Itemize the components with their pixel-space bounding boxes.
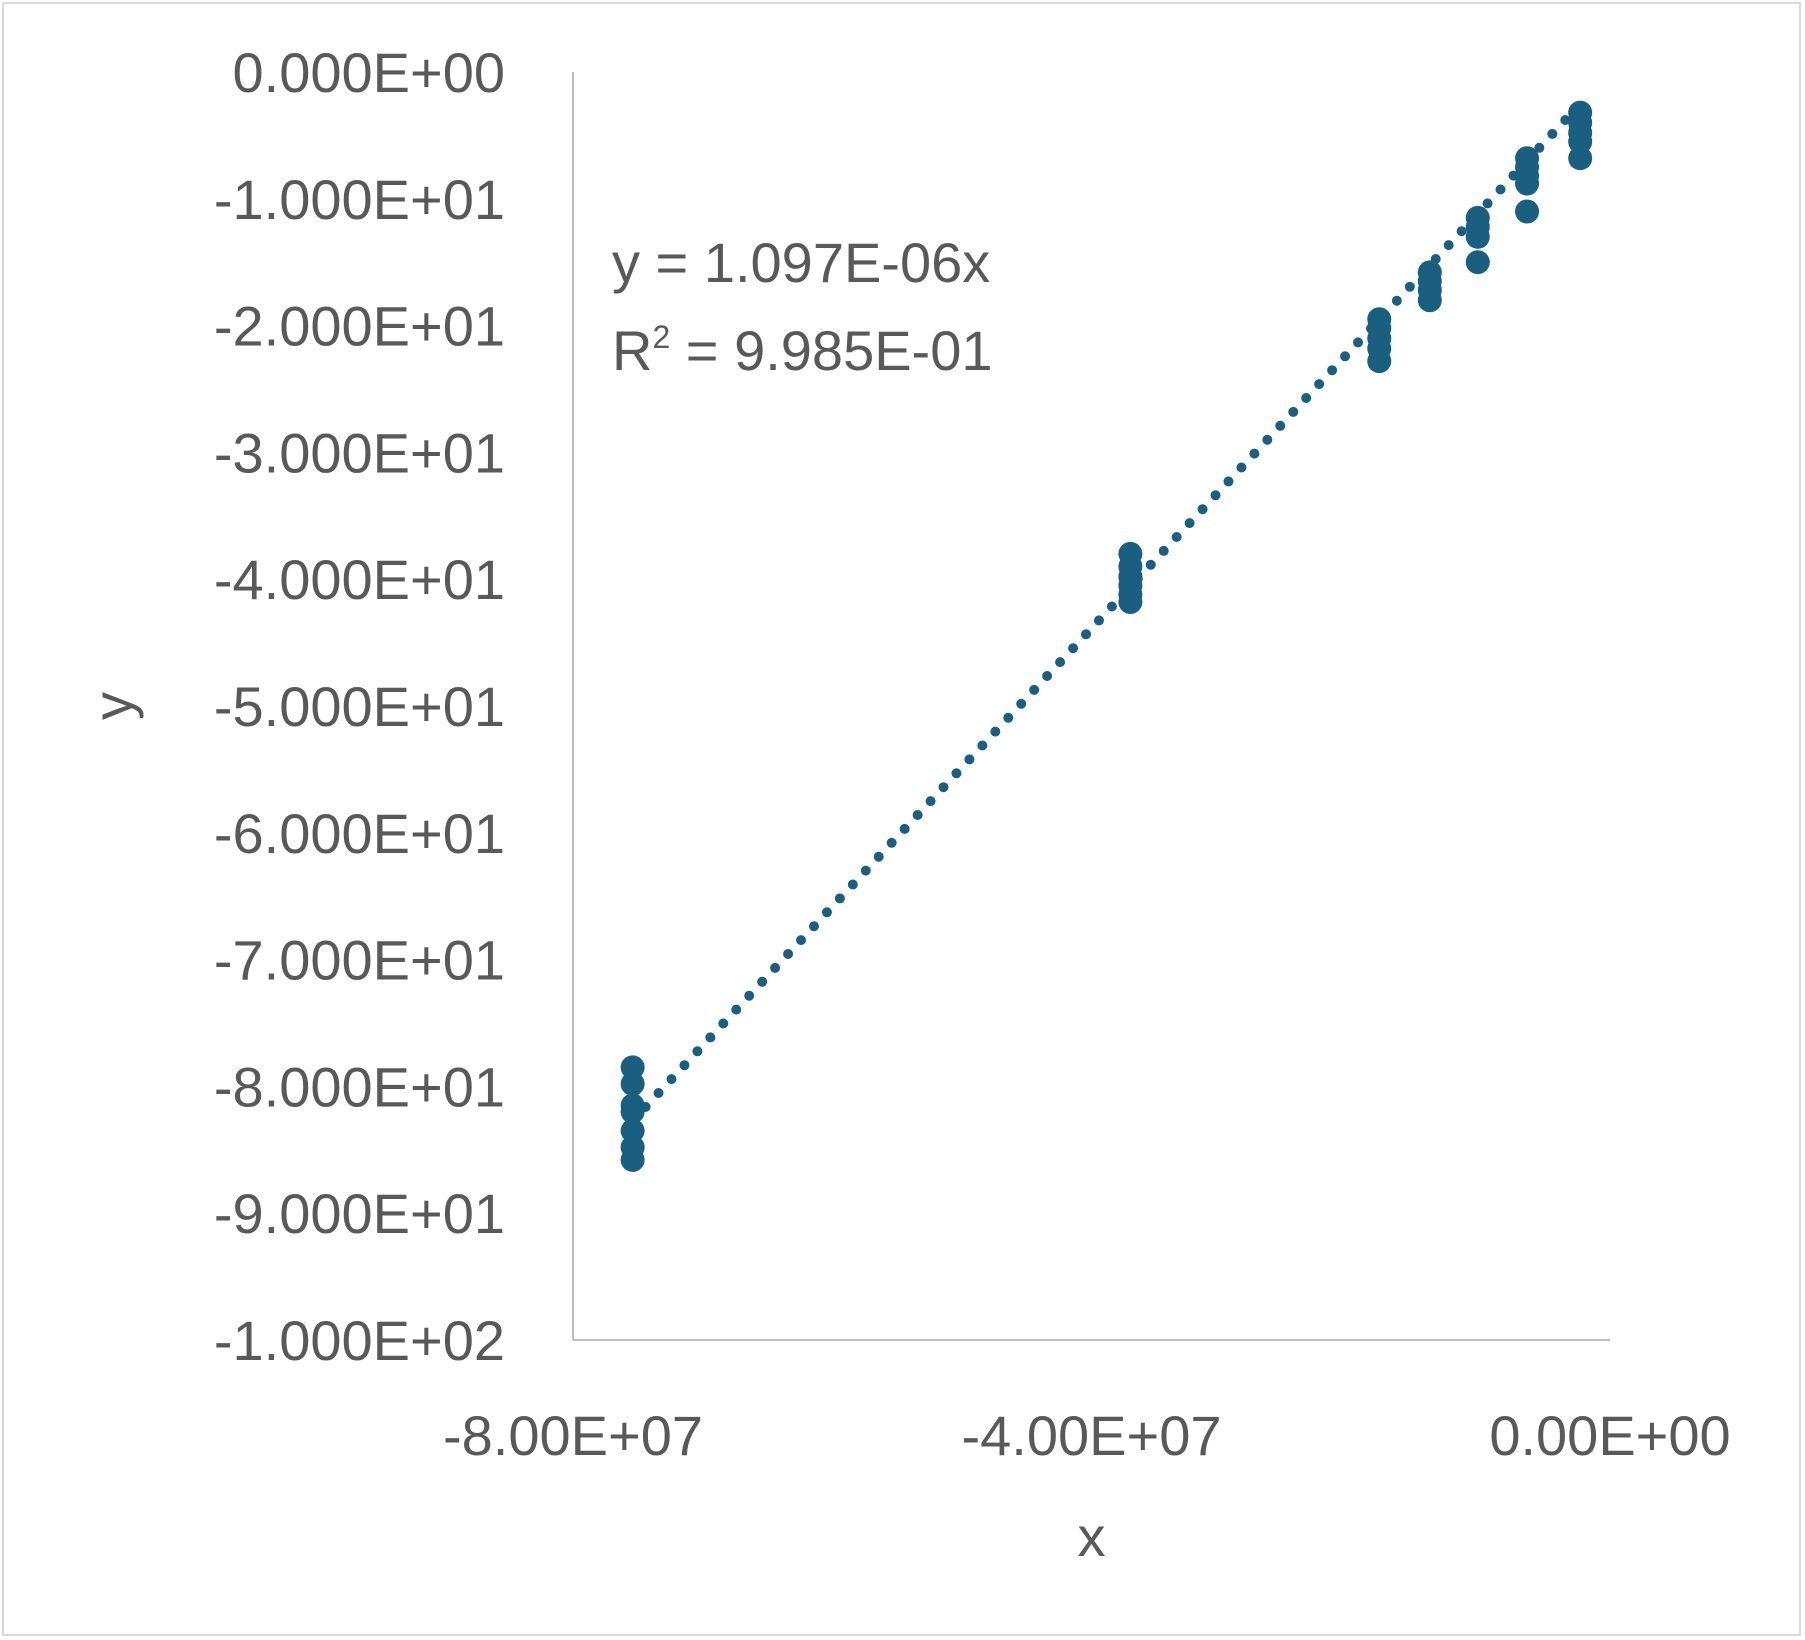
x-tick-label: 0.00E+00 (1489, 1404, 1730, 1467)
data-point (1515, 199, 1540, 224)
y-tick-labels: 0.000E+00 -1.000E+01 -2.000E+01 -3.000E+01 -… (214, 41, 505, 1372)
data-point (620, 1099, 645, 1124)
x-tick-label: -8.00E+07 (443, 1404, 703, 1467)
r-squared-value: = 9.985E-01 (670, 319, 992, 382)
data-point (1568, 146, 1593, 171)
data-point (620, 1071, 645, 1096)
x-tick-label: -4.00E+07 (962, 1404, 1222, 1467)
data-point (1118, 590, 1143, 615)
data-point (620, 1055, 645, 1080)
y-tick-label: -1.000E+01 (214, 168, 505, 231)
data-point (1568, 129, 1593, 154)
y-tick-label: -4.000E+01 (214, 548, 505, 611)
y-tick-label: -1.000E+02 (214, 1309, 505, 1372)
r-squared-prefix: R (612, 319, 652, 382)
x-tick-labels: -8.00E+07 -4.00E+07 0.00E+00 (443, 1404, 1731, 1467)
y-tick-label: -5.000E+01 (214, 675, 505, 738)
r-squared-label: R2 = 9.985E-01 (612, 319, 993, 382)
data-point (620, 1147, 645, 1172)
x-axis-title: x (1078, 1505, 1106, 1568)
data-point (1465, 224, 1490, 249)
y-tick-label: -7.000E+01 (214, 929, 505, 992)
y-tick-label: -3.000E+01 (214, 421, 505, 484)
data-point (1515, 171, 1540, 196)
y-tick-label: -2.000E+01 (214, 295, 505, 358)
y-tick-label: -8.000E+01 (214, 1055, 505, 1118)
y-tick-label: -9.000E+01 (214, 1182, 505, 1245)
data-points (620, 100, 1593, 1172)
data-point (1465, 250, 1490, 275)
y-tick-label: -6.000E+01 (214, 802, 505, 865)
data-point (1367, 349, 1392, 374)
r-squared-superscript: 2 (652, 319, 670, 355)
y-axis-title: y (81, 692, 144, 720)
trendline-equation: y = 1.097E-06x (612, 231, 990, 294)
y-tick-label: 0.000E+00 (233, 41, 505, 104)
data-point (1417, 288, 1442, 313)
data-point (620, 1118, 645, 1143)
